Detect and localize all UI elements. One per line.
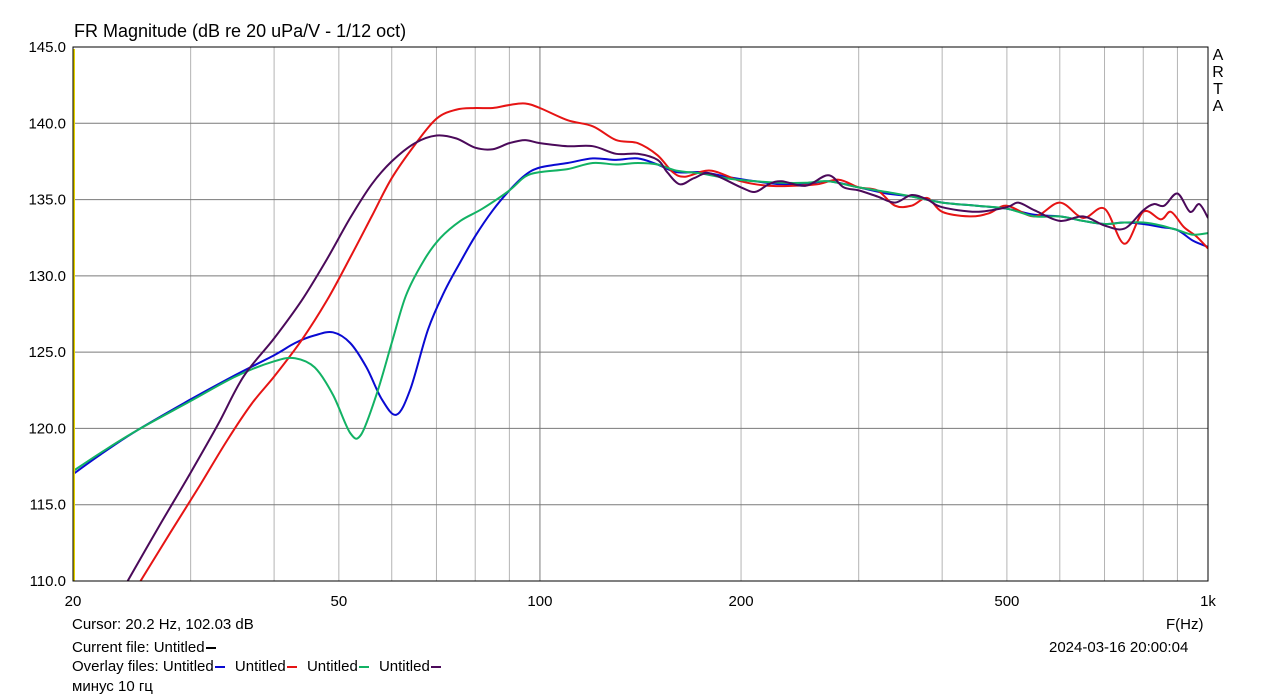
x-axis-unit: F(Hz) <box>1166 616 1204 633</box>
plot-background <box>73 47 1208 581</box>
y-tick-label: 115.0 <box>30 497 66 514</box>
plot-frame <box>72 46 1209 582</box>
overlay-file-name: Untitled <box>234 658 286 675</box>
y-tick-label: 120.0 <box>28 420 66 437</box>
timestamp: 2024-03-16 20:00:04 <box>1049 639 1189 656</box>
y-tick-label: 125.0 <box>28 344 66 361</box>
series-line-green <box>73 161 1208 472</box>
x-tick-label: 50 <box>331 593 348 610</box>
x-tick-label: 500 <box>994 593 1019 610</box>
y-tick-label: 135.0 <box>28 192 66 209</box>
series-line-purple <box>126 134 1208 581</box>
watermark-letter: R <box>1212 64 1224 81</box>
current-file: Current file: Untitled <box>72 639 222 656</box>
tick-labels: 110.0 115.0 120.0 125.0 130.0 135.0 140.0 145.0… <box>28 39 1216 610</box>
overlay-swatch <box>430 666 441 669</box>
overlay-swatch <box>358 666 369 669</box>
watermark-letter: A <box>1212 47 1224 64</box>
overlay-files-label: Overlay files: <box>72 658 159 675</box>
overlay-file-name: Untitled <box>306 658 358 675</box>
x-tick-label: 20 <box>65 593 82 610</box>
chart-grid <box>73 47 1208 581</box>
chart-title: FR Magnitude (dB re 20 uPa/V - 1/12 oct) <box>74 21 407 41</box>
y-tick-label: 140.0 <box>28 115 66 132</box>
note-text: минус 10 гц <box>72 678 153 695</box>
overlay-swatch <box>286 666 297 669</box>
x-tick-label: 200 <box>729 593 754 610</box>
y-tick-label: 110.0 <box>30 573 66 590</box>
current-file-label: Current file: Untitled <box>72 639 205 656</box>
cursor-readout: Cursor: 20.2 Hz, 102.03 dB <box>72 616 254 633</box>
overlay-swatch <box>214 666 225 669</box>
watermark-letter: T <box>1213 81 1223 98</box>
overlay-file-name: Untitled <box>162 658 214 675</box>
y-tick-label: 145.0 <box>28 39 66 56</box>
current-file-swatch <box>205 647 216 650</box>
chart-series <box>73 49 1208 581</box>
overlay-file-name: Untitled <box>378 658 430 675</box>
overlay-files: Overlay files: Untitled Untitled Untitle… <box>72 658 447 675</box>
y-tick-label: 130.0 <box>28 268 66 285</box>
arta-watermark: A R T A <box>1211 47 1225 115</box>
x-tick-label: 100 <box>527 593 552 610</box>
watermark-letter: A <box>1212 98 1224 115</box>
x-tick-label: 1k <box>1200 593 1216 610</box>
